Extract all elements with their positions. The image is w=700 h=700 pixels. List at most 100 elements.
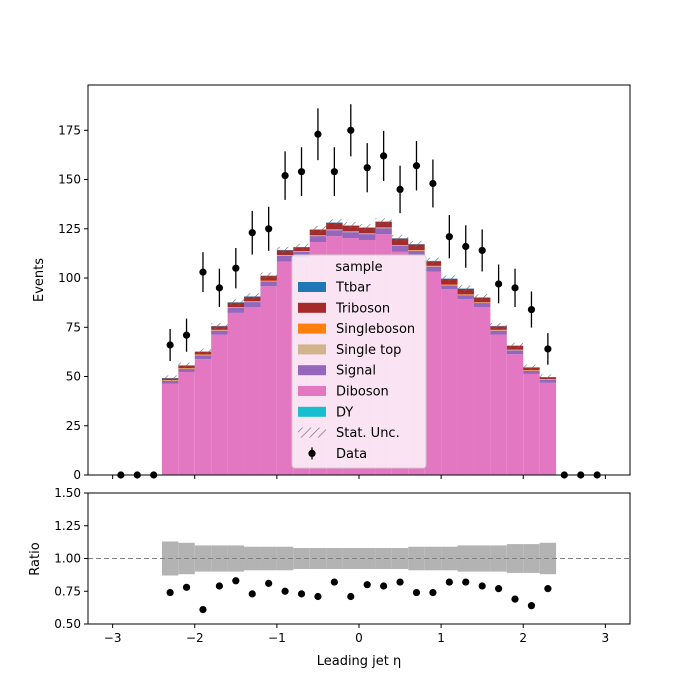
stat-unc-bin <box>161 375 179 381</box>
ratio-point <box>445 578 453 586</box>
main-y-ticks: 0 25 50 75 100 125 150 175 <box>58 123 88 482</box>
legend-swatch-triboson <box>298 302 326 313</box>
bar-diboson <box>227 312 245 475</box>
data-point <box>182 331 191 339</box>
y-tick-label: 1.50 <box>54 486 81 500</box>
data-point <box>511 284 519 292</box>
ratio-y-label-text: Ratio <box>28 542 43 575</box>
bar-signal <box>424 266 442 272</box>
y-tick-label: 150 <box>58 173 81 187</box>
y-tick-label: 75 <box>66 320 81 334</box>
ratio-point <box>199 605 207 614</box>
bar-signal <box>523 371 540 374</box>
stat-unc-bin <box>490 322 507 329</box>
legend-swatch-single-top <box>298 344 326 355</box>
bar-triboson <box>391 238 409 246</box>
data-point <box>265 225 273 233</box>
ratio-point <box>248 590 256 598</box>
stat-unc-bin <box>408 240 425 248</box>
data-point <box>544 345 552 353</box>
ratio-point <box>396 578 404 586</box>
stat-unc-bin <box>424 257 442 265</box>
bar-signal <box>375 228 392 235</box>
bar-diboson <box>490 334 507 475</box>
stat-unc-bin <box>260 272 277 279</box>
legend-label-diboson: Diboson <box>336 385 389 400</box>
legend-label-data: Data <box>336 447 367 462</box>
ratio-band-bin <box>375 548 392 569</box>
ratio-point <box>314 592 322 601</box>
y-tick-label: 100 <box>58 271 81 285</box>
bar-signal <box>490 330 507 335</box>
ratio-y-ticks: 0.50 0.75 1.00 1.25 1.50 <box>54 486 88 631</box>
y-tick-label: 125 <box>58 222 81 236</box>
stat-unc-bin <box>375 218 392 225</box>
bar-signal <box>178 369 195 372</box>
ratio-point <box>429 588 437 597</box>
legend-label-stat-unc: Stat. Unc. <box>336 426 400 441</box>
stat-unc-bin <box>391 234 409 242</box>
bar-signal <box>276 255 294 262</box>
stat-unc-bin <box>194 348 212 355</box>
stat-unc-band <box>161 218 557 381</box>
bar-diboson <box>441 289 458 475</box>
ratio-point <box>281 587 289 595</box>
stat-unc-bin <box>457 285 474 292</box>
x-tick-label: 3 <box>602 631 610 645</box>
data-point <box>527 305 536 314</box>
ratio-band-bin <box>276 546 294 571</box>
ratio-band-bin <box>293 548 310 569</box>
bar-signal <box>506 350 524 355</box>
legend-swatch-diboson <box>298 386 326 396</box>
bar-signal <box>309 236 327 242</box>
legend-label-single-top: Single top <box>336 343 401 358</box>
bar-triboson <box>457 288 474 295</box>
data-point <box>462 242 470 251</box>
legend-label-ttbar: Ttbar <box>335 281 371 296</box>
x-tick-label: −1 <box>268 631 286 645</box>
bar-diboson <box>194 359 212 475</box>
bar-signal <box>473 303 491 307</box>
legend-label-signal: Signal <box>336 364 376 379</box>
ratio-point <box>182 583 191 591</box>
x-tick-label: 2 <box>519 631 527 645</box>
y-tick-label: 0.75 <box>54 584 81 598</box>
bar-diboson <box>506 354 524 475</box>
y-tick-label: 1.00 <box>54 552 81 566</box>
stat-unc-bin <box>276 246 294 254</box>
x-tick-label: 0 <box>355 631 363 645</box>
stat-unc-bin <box>506 342 524 349</box>
bar-triboson <box>326 222 343 230</box>
data-point <box>347 126 355 134</box>
data-point <box>281 172 289 180</box>
bar-diboson <box>539 382 557 475</box>
data-point <box>412 162 421 170</box>
stat-unc-bin <box>178 362 195 369</box>
data-point <box>330 168 338 176</box>
ratio-band-bin <box>309 548 327 569</box>
data-point <box>396 185 404 193</box>
stat-unc-bin <box>539 374 557 380</box>
ratio-point <box>215 582 223 590</box>
data-points <box>117 104 601 479</box>
y-tick-label: 50 <box>66 370 81 384</box>
bar-triboson <box>441 279 458 285</box>
bar-diboson <box>424 271 442 475</box>
legend-label-dy: DY <box>336 405 353 420</box>
stat-unc-bin <box>342 222 359 229</box>
bar-signal <box>342 232 359 239</box>
bar-signal <box>260 281 277 287</box>
bar-signal <box>227 307 245 313</box>
ratio-point <box>527 602 536 610</box>
ratio-point <box>297 590 306 598</box>
main-x-ticks <box>112 475 606 479</box>
legend-swatch-signal <box>298 365 326 376</box>
stat-unc-bin <box>293 243 310 251</box>
bar-signal <box>326 230 343 237</box>
main-y-label: Events <box>32 258 47 302</box>
data-point <box>215 284 223 292</box>
bar-diboson <box>244 306 261 475</box>
ratio-point <box>462 578 470 586</box>
bar-signal <box>359 234 376 241</box>
